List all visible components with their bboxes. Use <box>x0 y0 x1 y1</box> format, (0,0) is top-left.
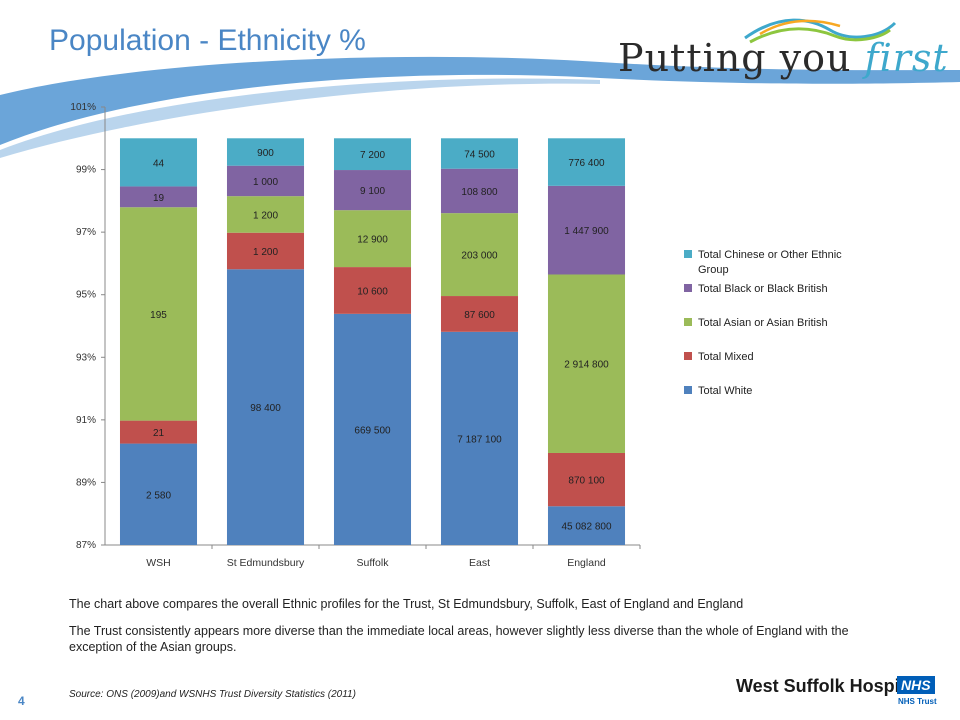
data-label: 21 <box>153 428 165 439</box>
page-title: Population - Ethnicity % <box>49 24 366 57</box>
bar-segment <box>440 331 519 545</box>
x-tick-label: Suffolk <box>357 557 390 569</box>
y-tick-label: 95% <box>76 290 96 301</box>
data-label: 1 447 900 <box>564 226 609 237</box>
data-label: 1 200 <box>253 210 278 221</box>
legend-label: Total Asian or Asian British <box>698 317 828 329</box>
bar-segment <box>119 207 198 421</box>
legend-swatch <box>684 250 692 258</box>
y-tick-label: 99% <box>76 165 96 176</box>
data-label: 2 914 800 <box>564 360 609 371</box>
y-tick-label: 97% <box>76 227 96 238</box>
source-note: Source: ONS (2009)and WSNHS Trust Divers… <box>69 689 356 700</box>
legend-label: Total Mixed <box>698 351 754 363</box>
bar-segment <box>226 165 305 197</box>
bar-segment <box>547 138 626 186</box>
bar-segment <box>547 452 626 507</box>
data-label: 9 100 <box>360 186 385 197</box>
data-label: 19 <box>153 193 165 204</box>
bar-segment <box>119 186 198 208</box>
bar-segment <box>119 443 198 545</box>
legend-swatch <box>684 352 692 360</box>
bar-segment <box>226 269 305 545</box>
bar-segment <box>333 170 412 211</box>
legend-swatch <box>684 318 692 326</box>
legend-swatch <box>684 386 692 394</box>
data-label: 45 082 800 <box>561 522 611 533</box>
analysis-paragraph: The Trust consistently appears more dive… <box>69 624 849 654</box>
data-label: 870 100 <box>568 476 605 487</box>
stacked-bar-chart: 87% 89% 91% 93% 95% 97% 99% 101% WSH 2 580 21 195 19… <box>70 102 842 569</box>
summary-paragraph: The chart above compares the overall Eth… <box>69 597 744 611</box>
data-label: 776 400 <box>568 158 605 169</box>
bar-segment <box>226 138 305 166</box>
data-label: 1 200 <box>253 247 278 258</box>
bar-segment <box>333 313 412 545</box>
bar-segment <box>440 213 519 297</box>
legend-label: Total Chinese or Other Ethnic <box>698 249 842 261</box>
bar-segment <box>333 267 412 314</box>
x-tick-label: England <box>567 557 606 569</box>
bar-segment <box>440 138 519 169</box>
data-label: 195 <box>150 310 167 321</box>
y-tick-label: 93% <box>76 352 96 363</box>
legend-swatch <box>684 284 692 292</box>
data-label: 12 900 <box>357 235 388 246</box>
bar-segment <box>547 185 626 275</box>
x-tick-label: East <box>469 557 490 569</box>
y-tick-label: 91% <box>76 415 96 426</box>
bar-segment <box>547 506 626 545</box>
data-label: 108 800 <box>461 187 498 198</box>
bar-segment <box>547 274 626 453</box>
x-tick-label: WSH <box>146 557 171 569</box>
bar-segment <box>119 420 198 444</box>
bar-segment <box>333 210 412 268</box>
bar-segment <box>440 296 519 332</box>
data-label: 1 000 <box>253 177 278 188</box>
legend-label: Total White <box>698 385 752 397</box>
bar-segment <box>119 138 198 187</box>
data-label: 900 <box>257 148 274 159</box>
data-label: 44 <box>153 158 165 169</box>
bar-segment <box>226 196 305 233</box>
hospital-name: West Suffolk Hospital <box>736 676 921 696</box>
y-tick-label: 87% <box>76 540 96 551</box>
y-tick-label: 101% <box>70 102 96 113</box>
logo-flourish <box>744 18 897 44</box>
legend-label: Total Black or Black British <box>698 283 828 295</box>
data-label: 669 500 <box>354 425 391 436</box>
bar-segment <box>226 232 305 270</box>
bar-segment <box>440 168 519 214</box>
nhs-trust-label: NHS Trust <box>898 697 937 706</box>
page-number: 4 <box>18 694 25 708</box>
legend-label: Group <box>698 264 729 276</box>
data-label: 87 600 <box>464 310 495 321</box>
data-label: 74 500 <box>464 149 495 160</box>
data-label: 98 400 <box>250 403 281 414</box>
nhs-badge: NHS <box>897 676 935 694</box>
data-label: 203 000 <box>461 251 498 262</box>
data-label: 7 187 100 <box>457 434 502 445</box>
brand-logo-text: Putting you first <box>618 36 949 80</box>
data-label: 2 580 <box>146 490 171 501</box>
data-label: 7 200 <box>360 150 385 161</box>
y-tick-label: 89% <box>76 477 96 488</box>
bar-segment <box>333 138 412 171</box>
data-label: 10 600 <box>357 286 388 297</box>
header-swoosh <box>0 56 960 158</box>
x-tick-label: St Edmundsbury <box>227 557 305 569</box>
